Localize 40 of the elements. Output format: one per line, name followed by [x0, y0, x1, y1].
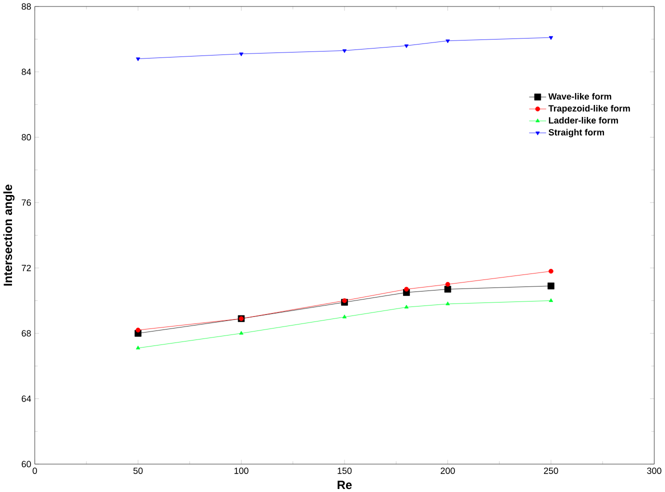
point	[239, 330, 244, 334]
y-tick-label: 68	[22, 330, 31, 336]
point	[445, 282, 450, 286]
y-tick-label: 88	[22, 3, 31, 10]
point	[342, 49, 347, 53]
y-tick-label: 76	[22, 199, 31, 206]
point	[136, 345, 140, 350]
x-tick-label: 250	[544, 467, 558, 474]
legend-label: Trapezoid-like form	[548, 104, 630, 114]
point	[548, 298, 554, 302]
point	[548, 36, 554, 40]
x-tick-label: 50	[133, 467, 143, 474]
point	[404, 286, 409, 292]
point	[548, 268, 554, 274]
y-tick-label: 84	[22, 68, 32, 75]
y-tick-label: 80	[22, 134, 31, 140]
legend-label: Ladder-like form	[548, 116, 618, 124]
y-axis-title: Intersection angle	[3, 184, 14, 286]
x-axis-title: Re	[338, 480, 352, 489]
x-tick-label: 100	[234, 467, 248, 474]
y-tick-label: 72	[22, 264, 31, 271]
x-tick-label: 200	[440, 467, 455, 474]
point	[446, 301, 450, 306]
x-tick-label: 0	[32, 467, 37, 474]
y-tick-label: 60	[22, 460, 31, 468]
point	[444, 286, 452, 292]
legend-label: Straight form	[548, 128, 604, 138]
point	[136, 57, 140, 61]
point	[136, 327, 140, 332]
point	[404, 44, 409, 48]
legend-label: Wave-like form	[548, 92, 612, 100]
x-tick-label: 300	[647, 467, 662, 474]
x-tick-label: 150	[338, 467, 352, 474]
point	[342, 314, 347, 318]
point	[548, 282, 554, 290]
y-tick-label: 64	[22, 395, 32, 402]
point	[404, 304, 409, 308]
point	[342, 298, 347, 303]
point	[446, 39, 450, 43]
point	[239, 52, 244, 56]
